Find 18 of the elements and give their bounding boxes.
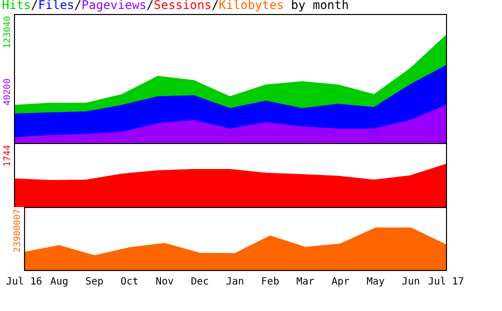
x-tick-label: May <box>366 276 385 288</box>
text: 23900007 <box>12 209 23 252</box>
x-tick-label: Feb <box>261 276 280 288</box>
x-tick-label: Jul 16 <box>6 276 42 288</box>
x-tick-label: Jul 17 <box>428 276 464 288</box>
x-tick-label: Mar <box>296 276 314 288</box>
x-tick-label: Jan <box>226 276 244 288</box>
text: 1744 <box>2 145 13 167</box>
x-tick-label: Nov <box>156 276 174 288</box>
chart-title: Hits/Files/Pageviews/Sessions/Kilobytes by month <box>2 0 349 12</box>
text: 123040 <box>2 16 13 49</box>
x-tick-label: Aug <box>50 276 68 288</box>
text: 40200 <box>2 78 13 106</box>
x-tick-label: Dec <box>190 276 209 288</box>
x-tick-label: Apr <box>331 276 350 288</box>
x-tick-label: Sep <box>85 276 104 288</box>
x-tick-label: Oct <box>120 276 139 288</box>
x-tick-label: Jun <box>402 276 420 288</box>
